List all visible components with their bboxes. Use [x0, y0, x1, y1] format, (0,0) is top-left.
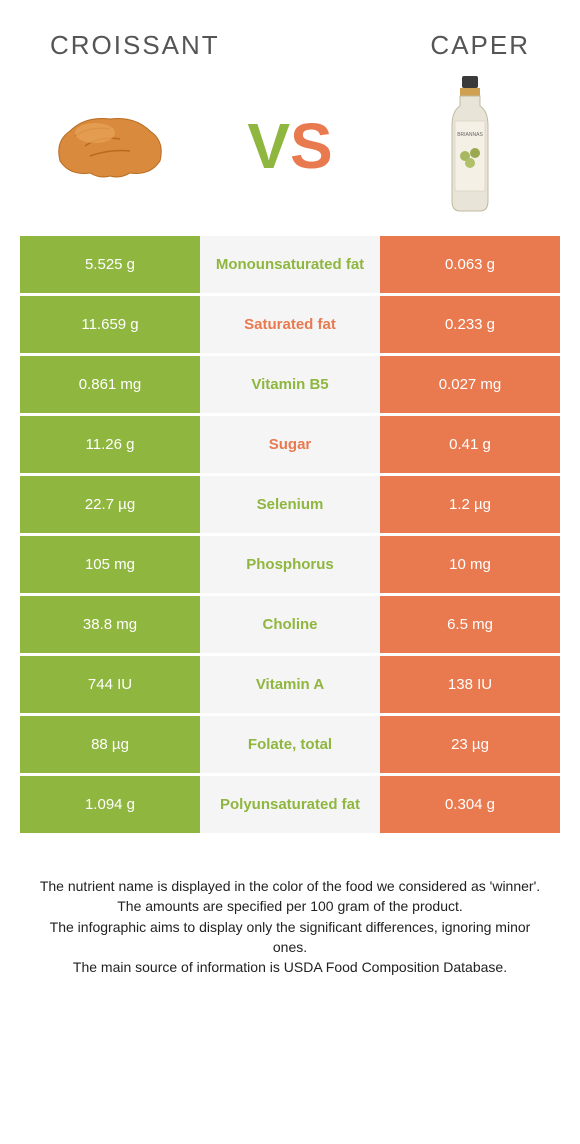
table-row: 88 µgFolate, total23 µg [20, 716, 560, 773]
footer-notes: The nutrient name is displayed in the co… [20, 836, 560, 977]
table-row: 5.525 gMonounsaturated fat0.063 g [20, 236, 560, 293]
nutrient-table: 5.525 gMonounsaturated fat0.063 g11.659 … [20, 236, 560, 833]
food-title-left: Croissant [50, 30, 220, 61]
vs-s: S [290, 109, 333, 183]
nutrient-value-left: 11.659 g [20, 296, 200, 353]
nutrient-label: Folate, total [200, 716, 380, 773]
nutrient-label: Selenium [200, 476, 380, 533]
nutrient-label: Choline [200, 596, 380, 653]
table-row: 1.094 gPolyunsaturated fat0.304 g [20, 776, 560, 833]
nutrient-value-right: 23 µg [380, 716, 560, 773]
nutrient-value-right: 6.5 mg [380, 596, 560, 653]
nutrient-value-right: 0.063 g [380, 236, 560, 293]
footer-line-1: The nutrient name is displayed in the co… [35, 876, 545, 896]
svg-text:BRIANNAS: BRIANNAS [457, 132, 483, 138]
vs-v: V [247, 109, 290, 183]
vs-label: VS [247, 109, 332, 183]
table-row: 744 IUVitamin A138 IU [20, 656, 560, 713]
nutrient-label: Vitamin B5 [200, 356, 380, 413]
croissant-image [40, 81, 180, 211]
nutrient-label: Vitamin A [200, 656, 380, 713]
images-row: VS BRIANNAS [20, 81, 560, 236]
table-row: 11.26 gSugar0.41 g [20, 416, 560, 473]
nutrient-value-left: 88 µg [20, 716, 200, 773]
nutrient-value-right: 1.2 µg [380, 476, 560, 533]
nutrient-value-right: 0.027 mg [380, 356, 560, 413]
nutrient-value-left: 105 mg [20, 536, 200, 593]
nutrient-value-right: 138 IU [380, 656, 560, 713]
nutrient-value-left: 38.8 mg [20, 596, 200, 653]
nutrient-value-left: 11.26 g [20, 416, 200, 473]
caper-bottle-image: BRIANNAS [400, 81, 540, 211]
nutrient-label: Polyunsaturated fat [200, 776, 380, 833]
table-row: 38.8 mgCholine6.5 mg [20, 596, 560, 653]
nutrient-label: Saturated fat [200, 296, 380, 353]
table-row: 105 mgPhosphorus10 mg [20, 536, 560, 593]
nutrient-value-left: 0.861 mg [20, 356, 200, 413]
nutrient-value-left: 22.7 µg [20, 476, 200, 533]
footer-line-2: The amounts are specified per 100 gram o… [35, 896, 545, 916]
nutrient-value-right: 0.233 g [380, 296, 560, 353]
table-row: 22.7 µgSelenium1.2 µg [20, 476, 560, 533]
table-row: 11.659 gSaturated fat0.233 g [20, 296, 560, 353]
nutrient-label: Phosphorus [200, 536, 380, 593]
nutrient-label: Sugar [200, 416, 380, 473]
nutrient-value-left: 744 IU [20, 656, 200, 713]
nutrient-value-left: 5.525 g [20, 236, 200, 293]
food-title-right: Caper [430, 30, 530, 61]
nutrient-value-right: 0.41 g [380, 416, 560, 473]
nutrient-value-left: 1.094 g [20, 776, 200, 833]
table-row: 0.861 mgVitamin B50.027 mg [20, 356, 560, 413]
footer-line-4: The main source of information is USDA F… [35, 957, 545, 977]
footer-line-3: The infographic aims to display only the… [35, 917, 545, 958]
nutrient-value-right: 10 mg [380, 536, 560, 593]
nutrient-label: Monounsaturated fat [200, 236, 380, 293]
nutrient-value-right: 0.304 g [380, 776, 560, 833]
